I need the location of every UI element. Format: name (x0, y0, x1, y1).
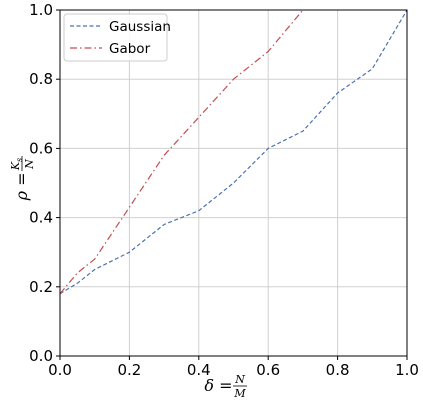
x-label-numerator: N (234, 373, 245, 386)
x-axis-label: δ = N M (204, 373, 247, 400)
y-tick-label: 0.0 (29, 347, 53, 365)
x-axis-ticks: 0.0 0.2 0.4 0.6 0.8 1.0 (48, 356, 419, 379)
series-line-gabor (59, 9, 304, 295)
x-tick-label: 0.4 (187, 361, 211, 379)
y-label-equals: = (12, 167, 31, 191)
y-tick-label: 0.6 (29, 139, 53, 157)
y-tick-label: 1.0 (29, 1, 53, 19)
legend-label-gaussian: Gaussian (109, 19, 171, 35)
y-axis-label: ρ = Ks N (9, 156, 36, 201)
y-tick-label: 0.8 (29, 70, 53, 88)
y-tick-label: 0.2 (29, 278, 53, 296)
x-tick-label: 0.6 (256, 361, 280, 379)
x-label-equals: = (214, 376, 238, 395)
x-tick-label: 0.2 (117, 361, 141, 379)
plot-frame (59, 9, 408, 357)
legend-label-gabor: Gabor (109, 41, 151, 57)
x-tick-label: 0.0 (48, 361, 72, 379)
y-label-numerator: Ks (9, 158, 24, 171)
x-label-symbol: δ (204, 376, 214, 395)
x-tick-label: 1.0 (395, 361, 419, 379)
x-label-denominator: M (233, 387, 246, 400)
y-label-denominator: N (23, 159, 36, 170)
series-layer (59, 9, 408, 295)
y-label-symbol: ρ (12, 190, 31, 201)
plot-area (60, 10, 407, 356)
legend: Gaussian Gabor (63, 13, 171, 62)
y-tick-label: 0.4 (29, 209, 53, 227)
series-line-gaussian (59, 9, 408, 295)
x-tick-label: 0.8 (326, 361, 350, 379)
y-axis-ticks: 0.0 0.2 0.4 0.6 0.8 1.0 (29, 1, 60, 365)
